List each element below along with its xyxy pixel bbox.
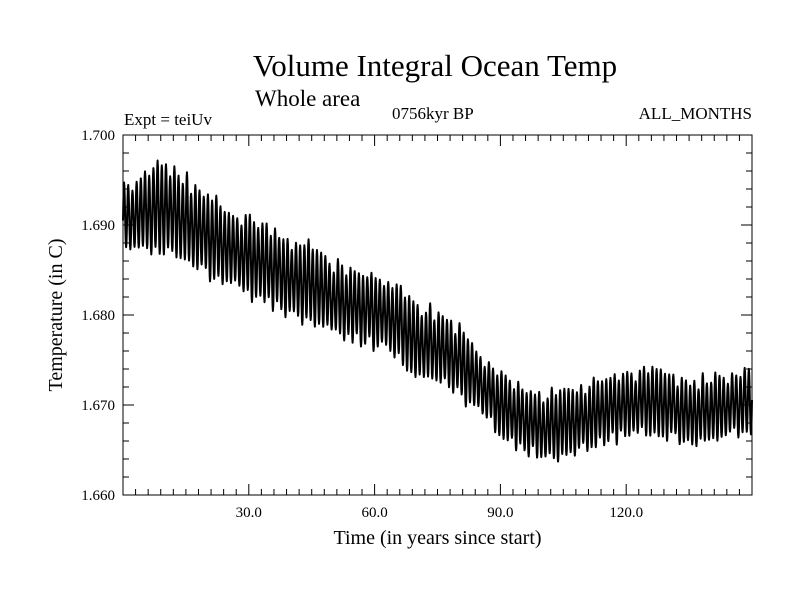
x-axis-label: Time (in years since start)	[333, 527, 541, 549]
x-tick-label: 90.0	[487, 505, 513, 521]
y-tick-label: 1.690	[81, 218, 115, 234]
x-tick-label: 30.0	[236, 505, 262, 521]
y-tick-label: 1.660	[81, 488, 115, 504]
labels-layer: 30.0 60.0 90.0 120.0 1.660 1.670 1.680 1.690 1.7…	[81, 128, 643, 521]
y-tick-label: 1.670	[81, 398, 115, 414]
experiment-label: Expt = teiUv	[124, 110, 212, 129]
x-tick-label: 60.0	[361, 505, 387, 521]
months-label: ALL_MONTHS	[638, 104, 752, 123]
period-label: 0756kyr BP	[392, 104, 474, 123]
y-axis-label: Temperature (in C)	[45, 239, 67, 392]
x-tick-label: 120.0	[609, 505, 643, 521]
chart-title: Volume Integral Ocean Temp	[252, 48, 618, 83]
y-tick-label: 1.680	[81, 308, 115, 324]
plot-frame	[122, 134, 753, 496]
series-line-temperature	[122, 159, 753, 463]
chart-subtitle: Whole area	[255, 86, 361, 111]
y-tick-label: 1.700	[81, 128, 115, 144]
